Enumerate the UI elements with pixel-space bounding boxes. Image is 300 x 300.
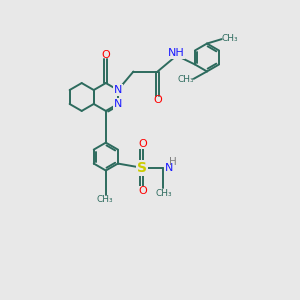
Text: N: N (114, 85, 122, 95)
Text: S: S (137, 161, 147, 175)
Text: N: N (114, 99, 122, 109)
Text: CH₃: CH₃ (97, 196, 114, 205)
Text: O: O (139, 139, 148, 149)
Text: N: N (165, 163, 173, 173)
Text: O: O (101, 50, 110, 60)
Text: O: O (153, 94, 162, 104)
Text: H: H (169, 158, 177, 167)
Text: O: O (139, 187, 148, 196)
Text: NH: NH (168, 48, 184, 58)
Text: CH₃: CH₃ (177, 75, 194, 84)
Text: CH₃: CH₃ (155, 189, 172, 198)
Text: CH₃: CH₃ (222, 34, 238, 43)
